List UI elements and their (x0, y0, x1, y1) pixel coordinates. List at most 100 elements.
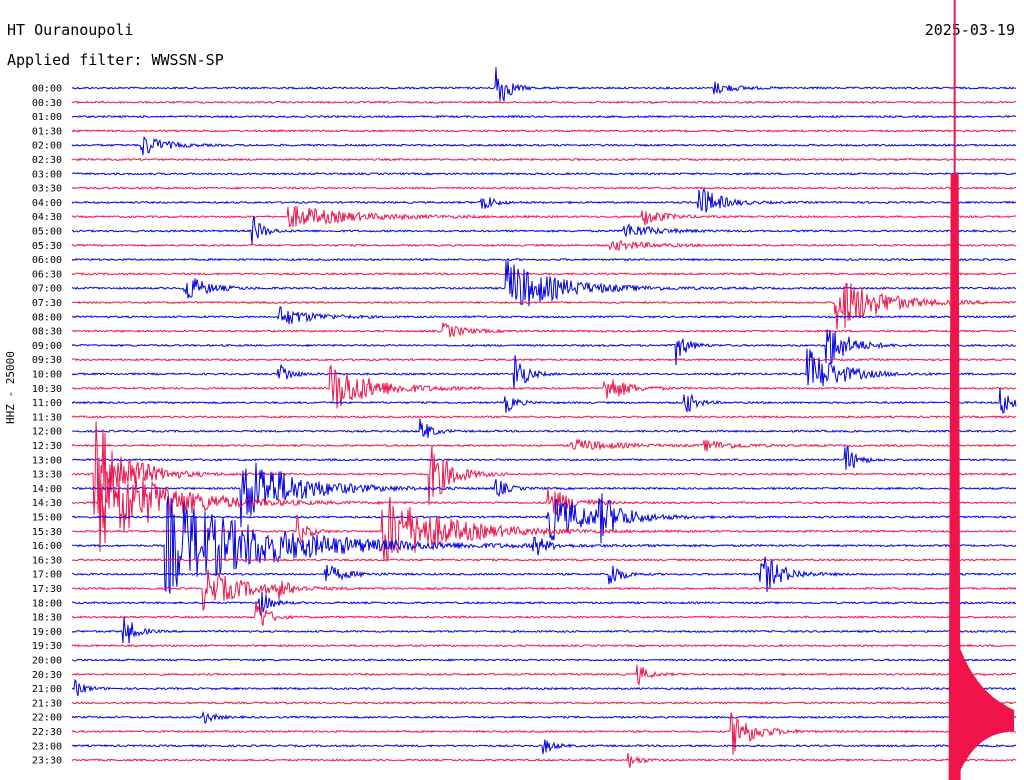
trace-07:00 (71, 260, 1017, 307)
trace-06:30 (71, 272, 1017, 276)
trace-03:30 (71, 186, 1017, 190)
y-tick-12:30: 12:30 (32, 441, 62, 452)
y-tick-09:30: 09:30 (32, 355, 62, 366)
y-tick-06:00: 06:00 (32, 255, 62, 266)
y-tick-00:30: 00:30 (32, 98, 62, 109)
trace-02:30 (71, 157, 1017, 162)
trace-17:00 (71, 556, 1017, 593)
y-tick-08:00: 08:00 (32, 312, 62, 323)
trace-14:30 (71, 457, 1017, 552)
y-tick-20:30: 20:30 (32, 670, 62, 681)
trace-00:00 (71, 67, 1017, 102)
trace-21:00 (71, 678, 1017, 697)
station-title: HT Ouranoupoli (7, 21, 134, 39)
trace-18:00 (71, 591, 1017, 617)
y-tick-19:00: 19:00 (32, 627, 62, 638)
y-tick-08:30: 08:30 (32, 327, 62, 338)
major-event (948, 0, 1015, 780)
y-tick-17:00: 17:00 (32, 570, 62, 581)
y-tick-18:00: 18:00 (32, 598, 62, 609)
y-tick-16:00: 16:00 (32, 541, 62, 552)
y-tick-05:00: 05:00 (32, 227, 62, 238)
trace-04:30 (71, 206, 1017, 228)
trace-01:30 (71, 129, 1017, 133)
trace-22:00 (71, 710, 1017, 724)
y-tick-07:30: 07:30 (32, 298, 62, 309)
trace-20:30 (71, 664, 1017, 686)
y-tick-14:30: 14:30 (32, 498, 62, 509)
trace-09:30 (71, 357, 1017, 362)
y-tick-labels: 00:00 00:30 01:00 01:30 02:00 02:30 03:00 03:30… (32, 84, 62, 767)
y-tick-10:00: 10:00 (32, 370, 62, 381)
trace-08:00 (71, 306, 1017, 325)
trace-07:30 (71, 282, 1017, 330)
y-tick-17:30: 17:30 (32, 584, 62, 595)
y-tick-05:30: 05:30 (32, 241, 62, 252)
trace-10:00 (71, 348, 1017, 390)
trace-11:00 (71, 387, 1017, 414)
trace-18:30 (71, 601, 1017, 626)
trace-05:00 (71, 215, 1017, 245)
y-tick-01:00: 01:00 (32, 112, 62, 123)
trace-20:00 (71, 658, 1017, 662)
trace-14:00 (71, 462, 1017, 528)
y-tick-11:00: 11:00 (32, 398, 62, 409)
trace-12:30 (71, 439, 1017, 452)
y-tick-13:00: 13:00 (32, 455, 62, 466)
y-tick-15:30: 15:30 (32, 527, 62, 538)
trace-05:30 (71, 239, 1017, 252)
trace-19:00 (71, 616, 1017, 644)
trace-21:30 (71, 701, 1016, 705)
y-tick-02:00: 02:00 (32, 141, 62, 152)
trace-15:30 (71, 496, 1017, 563)
trace-15:00 (71, 493, 1017, 544)
y-tick-14:00: 14:00 (32, 484, 62, 495)
trace-04:00 (71, 187, 1017, 213)
y-tick-13:30: 13:30 (32, 470, 62, 481)
trace-12:00 (72, 418, 1017, 439)
trace-08:30 (71, 322, 1016, 338)
trace-09:00 (71, 329, 1017, 366)
trace-19:30 (71, 643, 1017, 648)
trace-11:30 (71, 414, 1017, 419)
trace-13:00 (71, 445, 1017, 471)
trace-23:00 (71, 739, 1017, 755)
y-tick-12:00: 12:00 (32, 427, 62, 438)
y-tick-02:30: 02:30 (32, 155, 62, 166)
y-tick-03:00: 03:00 (32, 169, 62, 180)
trace-10:30 (71, 363, 1017, 409)
y-tick-21:00: 21:00 (32, 684, 62, 695)
trace-16:00 (72, 496, 1017, 594)
y-tick-20:00: 20:00 (32, 656, 62, 667)
y-tick-15:00: 15:00 (32, 513, 62, 524)
y-tick-01:30: 01:30 (32, 126, 62, 137)
filter-label: Applied filter: WWSSN-SP (7, 51, 224, 69)
trace-00:30 (71, 100, 1016, 105)
y-tick-18:30: 18:30 (32, 613, 62, 624)
y-tick-04:30: 04:30 (32, 212, 62, 223)
y-tick-03:30: 03:30 (32, 184, 62, 195)
trace-06:00 (71, 257, 1017, 262)
y-tick-21:30: 21:30 (32, 698, 62, 709)
y-tick-22:00: 22:00 (32, 713, 62, 724)
y-tick-09:00: 09:00 (32, 341, 62, 352)
y-tick-00:00: 00:00 (32, 84, 62, 95)
y-tick-19:30: 19:30 (32, 641, 62, 652)
y-tick-06:30: 06:30 (32, 269, 62, 280)
trace-16:30 (71, 558, 1017, 562)
y-tick-23:30: 23:30 (32, 756, 62, 767)
trace-01:00 (71, 114, 1017, 119)
date-label: 2025-03-19 (924, 21, 1015, 39)
y-tick-16:30: 16:30 (32, 555, 62, 566)
y-tick-22:30: 22:30 (32, 727, 62, 738)
seismic-traces (71, 67, 1017, 768)
trace-22:30 (71, 712, 1017, 755)
trace-23:30 (71, 752, 1017, 768)
y-tick-11:30: 11:30 (32, 412, 62, 423)
trace-17:30 (71, 569, 1017, 612)
y-tick-10:30: 10:30 (32, 384, 62, 395)
trace-02:00 (71, 136, 1017, 156)
y-tick-23:00: 23:00 (32, 741, 62, 752)
y-tick-04:00: 04:00 (32, 198, 62, 209)
